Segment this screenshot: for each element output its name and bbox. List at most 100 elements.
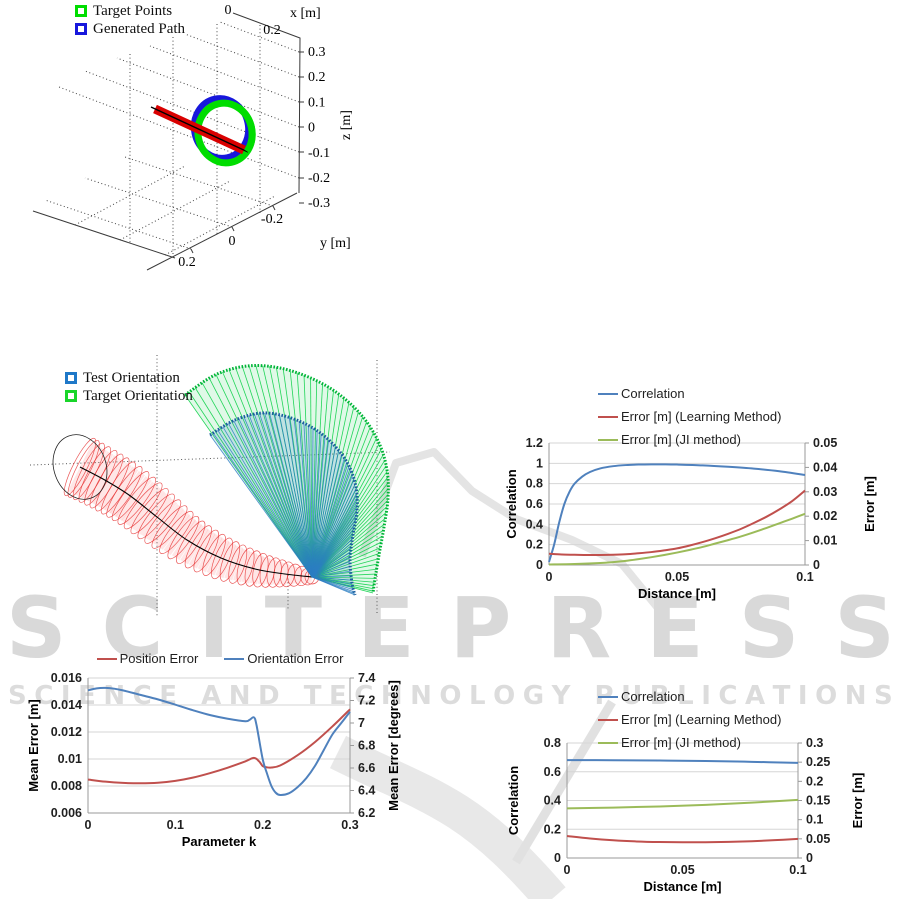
- watermark-letter: E: [357, 579, 415, 677]
- watermark-letter: I: [198, 579, 230, 677]
- legend-label: Correlation: [621, 386, 685, 401]
- legend-label: Error [m] (JI method): [621, 432, 741, 447]
- right-axis-tick-label: 0.15: [806, 794, 830, 808]
- svg-text:-0.2: -0.2: [308, 171, 330, 186]
- series-line: [548, 512, 806, 566]
- axes: [548, 442, 809, 566]
- legend-line-swatch: [598, 438, 618, 441]
- legend-line-swatch: [598, 415, 618, 418]
- right-axis-tick-label: 6.6: [358, 761, 375, 775]
- legend-marker-square: [65, 390, 77, 402]
- right-axis-tick-label: 0: [813, 558, 820, 572]
- left-axis-tick-label: 0.6: [544, 765, 561, 779]
- legend-item: Error [m] (Learning Method): [598, 708, 781, 731]
- watermark-letter: O: [815, 681, 838, 711]
- watermark-letter: S: [6, 579, 67, 677]
- chart-parameter-k: 0.006 0.008 0.01 0.012 0.014 0.016 6.2 6.4 6.6 6.…: [20, 645, 420, 870]
- legend-item: Correlation: [598, 382, 781, 405]
- svg-text:-0.2: -0.2: [261, 212, 283, 227]
- right-axis-tick-label: 0.04: [813, 460, 837, 474]
- x-axis-tick-label: 0.05: [665, 570, 689, 584]
- tube-end-cap: [52, 434, 108, 500]
- watermark-letter: P: [449, 579, 512, 677]
- right-axis-tick-label: 7.4: [358, 671, 375, 685]
- x-axis-tick-label: 0.3: [341, 818, 358, 832]
- watermark-letter: T: [303, 681, 322, 711]
- legend-line-swatch: [598, 695, 618, 698]
- chart-correlation-distance-2: 0 0.2 0.4 0.6 0.8 0 0.05 0.1 0.15 0.2 0.25 0.3 0 0.05…: [500, 675, 900, 899]
- watermark-letter: S: [834, 579, 895, 677]
- axis-box: [32, 12, 304, 271]
- right-axis-tick-label: 0.05: [813, 436, 837, 450]
- gridlines: [549, 442, 805, 566]
- x-axis-tick-label: 0.1: [789, 863, 806, 877]
- x-axis-tick-label: 0.05: [670, 863, 694, 877]
- x-axis-tick-label: 0: [564, 863, 571, 877]
- tube-centerline: [79, 466, 313, 578]
- chart-correlation-distance-1: 0 0.2 0.4 0.6 0.8 1 1.2 0 0.01 0.02 0.03 0.04 0.05 0 0…: [500, 370, 900, 615]
- left-axis-tick-label: 0: [554, 851, 561, 865]
- series-line: [87, 708, 351, 785]
- chart-parameter-k-canvas: 0.006 0.008 0.01 0.012 0.014 0.016 6.2 6.4 6.6 6.…: [26, 671, 401, 849]
- left-axis-tick-label: 0.01: [58, 752, 82, 766]
- right-axis-tick-label: 0.25: [806, 755, 830, 769]
- legend-marker-square: [75, 23, 87, 35]
- left-axis-tick-label: 0.014: [51, 698, 82, 712]
- svg-text:x [m]: x [m]: [290, 6, 321, 21]
- svg-text:-0.3: -0.3: [308, 196, 330, 211]
- right-axis-title: Error [m]: [862, 476, 877, 532]
- legend-marker-square: [75, 5, 87, 17]
- watermark-letter: I: [60, 681, 71, 711]
- svg-text:y [m]: y [m]: [320, 236, 351, 251]
- grid-3d: [44, 21, 300, 257]
- left-axis-title: Correlation: [504, 469, 519, 538]
- legend-label: Orientation Error: [247, 651, 344, 666]
- left-axis-tick-label: 0.012: [51, 725, 82, 739]
- watermark-letter: E: [646, 579, 704, 677]
- right-axis-tick-label: 0.2: [806, 774, 823, 788]
- workspace-tube: [52, 434, 320, 588]
- x-axis-title: Distance [m]: [638, 586, 716, 601]
- chart-correlation-distance-1-canvas: 00.20.40.60.811.200.010.020.030.040.050 0…: [504, 436, 877, 601]
- legend-label: Target Points: [93, 2, 173, 19]
- right-axis-tick-label: 0.1: [806, 813, 823, 827]
- watermark-letter: S: [8, 681, 27, 711]
- left-axis-tick-label: 0.006: [51, 806, 82, 820]
- chart-parameter-k-legend: Position Error Orientation Error: [20, 647, 420, 670]
- watermark-letter: A: [745, 681, 766, 711]
- left-axis-title: Mean Error [m]: [26, 699, 41, 791]
- left-axis-tick-label: 0.8: [526, 477, 543, 491]
- chart-correlation-distance-2-legend: Correlation Error [m] (Learning Method) Er…: [598, 685, 781, 754]
- right-axis-tick-label: 7: [358, 716, 365, 730]
- x-axis-tick-label: 0.1: [167, 818, 184, 832]
- svg-text:0.3: 0.3: [308, 45, 326, 60]
- svg-text:0.1: 0.1: [308, 95, 326, 110]
- left-axis-tick-label: 0.016: [51, 671, 82, 685]
- right-axis-tick-label: 7.2: [358, 694, 375, 708]
- watermark-letter: I: [797, 681, 808, 711]
- legend-item: Target Orientation: [65, 387, 193, 405]
- legend-item: Correlation: [598, 685, 781, 708]
- watermark-letter: C: [34, 681, 54, 711]
- watermark-letter: I: [701, 681, 711, 711]
- axis-labels-3d: 0 0.2 x [m] 0.3 0.2 0.1 0 -0.1 -0.2 -0.3 z [m] 0.2 0…: [178, 3, 354, 270]
- figure-orientation-legend: Test Orientation Target Orientation: [65, 369, 193, 405]
- legend-item: Test Orientation: [65, 369, 193, 387]
- watermark-letter: B: [649, 681, 670, 711]
- left-axis-tick-label: 1: [536, 456, 543, 470]
- legend-item: Error [m] (JI method): [598, 731, 781, 754]
- right-axis-tick-label: 0.03: [813, 485, 837, 499]
- legend-item: Generated Path: [75, 20, 185, 38]
- figure-3d-canvas: 0 0.2 x [m] 0.3 0.2 0.1 0 -0.1 -0.2 -0.3 z [m] 0.2 0…: [32, 3, 354, 271]
- watermark-letter: C: [101, 579, 164, 677]
- svg-text:0.2: 0.2: [263, 23, 281, 38]
- watermark-letter: L: [677, 681, 694, 711]
- legend-line-swatch: [224, 657, 245, 660]
- legend-item: Target Points: [75, 2, 185, 20]
- right-axis-tick-label: 6.8: [358, 739, 375, 753]
- watermark-slash-shape: [512, 699, 616, 865]
- figure-orientation: Test Orientation Target Orientation: [25, 355, 395, 620]
- watermark-letter: Y: [551, 681, 571, 711]
- watermark-letter: N: [410, 681, 432, 711]
